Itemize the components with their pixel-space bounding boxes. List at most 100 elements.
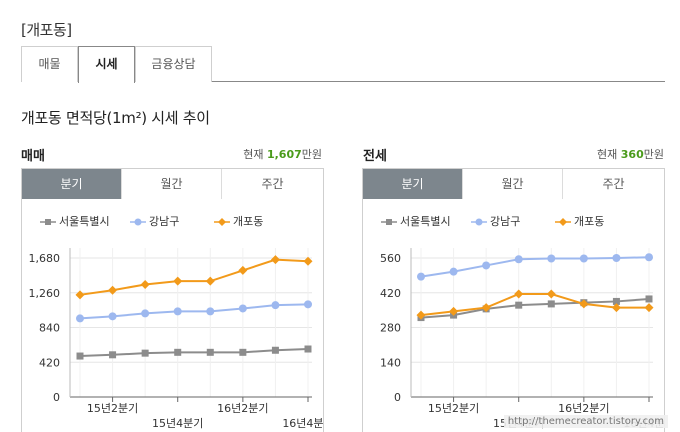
- legend-label: 개포동: [233, 215, 264, 228]
- data-point: [109, 351, 117, 359]
- lease-tab-monthly[interactable]: 월간: [463, 169, 563, 199]
- data-point: [173, 276, 183, 286]
- data-point: [514, 255, 523, 264]
- sale-line-chart: 0 420 840 1,260 1,680 15년2분기 15년4분기 16년2분기 16년4분…: [29, 248, 323, 430]
- lease-period-tabs: 분기 월간 주간: [363, 169, 664, 199]
- tab-loan-consult[interactable]: 금융상담: [135, 46, 212, 82]
- data-point: [238, 304, 247, 313]
- watermark: http://themecreator.tistory.com: [503, 415, 668, 428]
- lease-legend: 서울특별시 강남구 개포동: [363, 213, 664, 231]
- legend-item-gaepo: 개포동: [555, 213, 604, 231]
- data-point: [238, 265, 248, 275]
- data-point: [482, 261, 491, 270]
- legend-item-seoul: 서울특별시: [381, 213, 451, 231]
- sale-panel-title: 매매: [21, 149, 45, 164]
- sale-chart-panel: 분기 월간 주간 서울특별시 강남구 개포동 0 420 840 1,260 1,680…: [21, 168, 324, 432]
- data-point: [75, 290, 85, 300]
- data-point: [304, 300, 312, 309]
- data-point: [612, 254, 621, 262]
- series-line: [79, 303, 309, 320]
- y-tick-label: 140: [380, 356, 401, 369]
- lease-current-value: 360: [620, 148, 644, 161]
- x-tick-label: 15년2분기: [87, 402, 138, 415]
- data-point: [304, 345, 312, 353]
- sale-current-price: 현재 1,607만원: [200, 146, 322, 162]
- legend-label: 서울특별시: [59, 215, 110, 228]
- data-point: [140, 279, 150, 289]
- data-point: [205, 276, 215, 286]
- legend-label: 개포동: [574, 215, 605, 228]
- legend-item-gangnam: 강남구: [130, 213, 179, 231]
- data-point: [514, 289, 524, 299]
- data-point: [416, 310, 426, 320]
- diamond-marker-icon: [555, 218, 571, 226]
- data-point: [239, 348, 247, 356]
- tab-prices[interactable]: 시세: [78, 46, 135, 83]
- circle-marker-icon: [130, 218, 146, 226]
- lease-line-chart: 014028042056015년2분기15년4분기16년2분기16년4분기: [380, 248, 664, 430]
- series-line: [420, 256, 650, 278]
- x-tick-label: 16년2분기: [558, 402, 609, 415]
- sale-period-tabs: 분기 월간 주간: [22, 169, 323, 199]
- data-point: [481, 303, 491, 313]
- sale-tab-monthly[interactable]: 월간: [122, 169, 222, 199]
- y-tick-label: 840: [39, 322, 60, 335]
- legend-item-seoul: 서울특별시: [40, 213, 110, 231]
- data-point: [547, 300, 555, 308]
- data-point: [270, 255, 280, 265]
- data-point: [645, 295, 653, 303]
- lease-current-price: 현재 360만원: [542, 146, 664, 162]
- legend-label: 서울특별시: [400, 215, 451, 228]
- x-tick-label: 15년4분기: [152, 417, 203, 430]
- data-point: [579, 299, 589, 309]
- diamond-marker-icon: [214, 218, 230, 226]
- lease-current-unit: 만원: [643, 148, 664, 161]
- data-point: [271, 301, 280, 310]
- sale-current-prefix: 현재: [243, 148, 264, 161]
- y-tick-label: 280: [380, 322, 401, 335]
- square-marker-icon: [40, 219, 56, 225]
- legend-item-gaepo: 개포동: [214, 213, 263, 231]
- data-point: [206, 307, 215, 316]
- data-point: [449, 267, 458, 276]
- series-line: [79, 258, 309, 296]
- circle-marker-icon: [471, 218, 487, 226]
- series-line: [79, 348, 309, 358]
- lease-tab-weekly[interactable]: 주간: [563, 169, 664, 199]
- sale-legend: 서울특별시 강남구 개포동: [22, 213, 323, 231]
- sale-tab-weekly[interactable]: 주간: [222, 169, 323, 199]
- data-point: [612, 297, 620, 305]
- data-point: [141, 309, 150, 318]
- data-point: [579, 254, 588, 263]
- data-point: [206, 348, 214, 356]
- sale-current-unit: 만원: [301, 148, 322, 161]
- data-point: [108, 285, 118, 295]
- series-line: [420, 292, 649, 317]
- data-point: [611, 303, 621, 313]
- data-point: [173, 307, 182, 316]
- x-tick-label: 16년4분기: [282, 417, 323, 430]
- sale-current-value: 1,607: [266, 148, 302, 161]
- legend-label: 강남구: [490, 215, 521, 228]
- y-tick-label: 0: [394, 391, 401, 404]
- y-tick-label: 1,680: [29, 252, 61, 265]
- data-point: [515, 301, 523, 309]
- y-tick-label: 1,260: [29, 287, 61, 300]
- sale-tab-quarter[interactable]: 분기: [22, 169, 122, 199]
- y-tick-label: 0: [53, 391, 60, 404]
- lease-panel-title: 전세: [363, 149, 387, 164]
- main-tabs: 매물 시세 금융상담: [21, 46, 665, 83]
- legend-label: 강남구: [149, 215, 180, 228]
- data-point: [417, 272, 425, 281]
- y-tick-label: 560: [380, 252, 401, 265]
- tab-listings[interactable]: 매물: [21, 46, 78, 82]
- data-point: [271, 346, 279, 354]
- data-point: [141, 349, 149, 357]
- data-point: [108, 312, 117, 321]
- lease-tab-quarter[interactable]: 분기: [363, 169, 463, 199]
- data-point: [547, 254, 556, 263]
- section-title: 개포동 면적당(1m²) 시세 추이: [21, 109, 210, 127]
- square-marker-icon: [381, 219, 397, 225]
- region-title: [개포동]: [21, 21, 72, 39]
- data-point: [303, 256, 313, 266]
